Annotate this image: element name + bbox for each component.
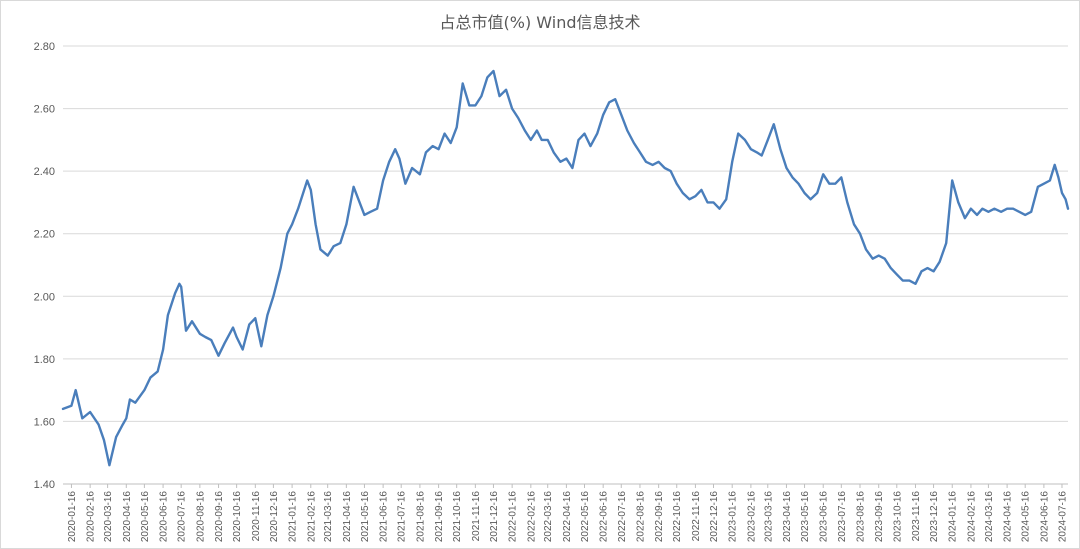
x-tick-label: 2021-06-16 [379,491,390,543]
x-tick-label: 2020-04-16 [122,491,133,543]
y-tick-label: 2.40 [34,166,55,178]
y-tick-label: 2.20 [34,229,55,241]
x-tick-label: 2020-10-16 [232,491,243,543]
y-tick-label: 1.60 [34,416,55,428]
x-tick-label: 2021-04-16 [342,491,353,543]
y-tick-label: 2.80 [34,41,55,53]
x-tick-label: 2023-11-16 [911,491,922,542]
x-tick-label: 2024-02-16 [966,491,977,543]
y-tick-label: 1.40 [34,479,55,491]
x-tick-label: 2020-09-16 [214,491,225,543]
x-tick-label: 2021-11-16 [471,491,482,542]
x-tick-label: 2022-09-16 [654,491,665,543]
x-tick-label: 2024-06-16 [1039,491,1050,543]
x-tick-label: 2022-02-16 [526,491,537,543]
x-tick-label: 2021-10-16 [452,491,463,543]
chart-title: 占总市值(%) Wind信息技术 [439,13,641,32]
x-tick-label: 2021-07-16 [397,491,408,543]
grid-lines [63,45,1068,485]
x-tick-label: 2023-04-16 [782,491,793,543]
x-tick-label: 2023-06-16 [819,491,830,543]
x-tick-label: 2023-02-16 [746,491,757,543]
x-tick-label: 2023-05-16 [800,491,811,543]
x-tick-label: 2021-12-16 [489,491,500,543]
y-tick-label: 2.00 [34,291,55,303]
x-tick-label: 2022-11-16 [691,491,702,542]
x-tick-label: 2024-03-16 [984,491,995,543]
series-line [61,69,1070,467]
x-tick-label: 2021-02-16 [306,491,317,543]
x-tick-label: 2020-01-16 [67,491,78,543]
x-tick-label: 2022-12-16 [709,491,720,543]
x-tick-label: 2020-05-16 [140,491,151,543]
x-tick-label: 2020-03-16 [103,491,114,543]
x-tick-label: 2021-01-16 [288,491,299,543]
x-tick-label: 2023-12-16 [929,491,940,543]
x-tick-label: 2021-09-16 [434,491,445,543]
x-tick-label: 2022-01-16 [508,491,519,543]
x-tick-label: 2021-03-16 [323,491,334,543]
x-tick-label: 2022-05-16 [580,491,591,543]
x-tick-label: 2023-08-16 [856,491,867,543]
x-tick-label: 2022-07-16 [617,491,628,543]
x-tick-label: 2024-01-16 [948,491,959,543]
x-tick-label: 2020-02-16 [86,491,97,543]
x-tick-label: 2024-04-16 [1003,491,1014,543]
series-line-layer [61,69,1070,467]
x-tick-label: 2023-10-16 [892,491,903,543]
x-tick-label: 2020-12-16 [269,491,280,543]
x-tick-label: 2022-08-16 [635,491,646,543]
x-tick-label: 2023-01-16 [728,491,739,543]
x-tick-label: 2023-07-16 [837,491,848,543]
x-tick-label: 2022-03-16 [543,491,554,543]
x-tick-label: 2021-08-16 [415,491,426,543]
x-tick-label: 2024-07-16 [1057,491,1068,543]
x-tick-label: 2021-05-16 [360,491,371,543]
x-tick-label: 2022-04-16 [562,491,573,543]
y-tick-label: 2.60 [34,104,55,116]
x-axis-ticks: 2020-01-16 2020-02-16 2020-03-16 2020-04-16… [67,484,1068,543]
y-axis-ticks: 2.80 2.60 2.40 2.20 2.00 1.80 1.60 1.40 [34,41,55,491]
y-tick-label: 1.80 [34,354,55,366]
x-tick-label: 2020-07-16 [177,491,188,543]
x-tick-label: 2023-09-16 [874,491,885,543]
x-tick-label: 2020-11-16 [251,491,262,542]
x-tick-label: 2020-06-16 [159,491,170,543]
x-tick-label: 2020-08-16 [195,491,206,543]
x-tick-label: 2024-05-16 [1021,491,1032,543]
x-tick-label: 2023-03-16 [763,491,774,543]
x-tick-label: 2022-06-16 [599,491,610,543]
x-tick-label: 2022-10-16 [672,491,683,543]
